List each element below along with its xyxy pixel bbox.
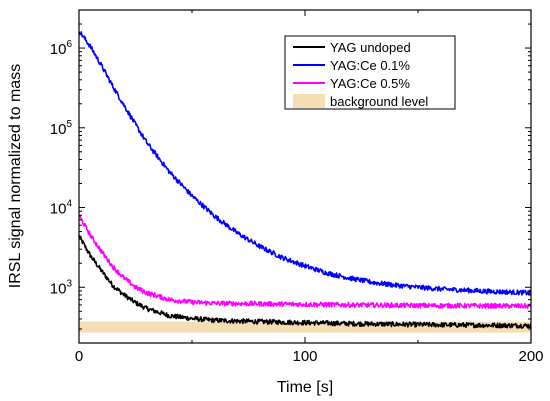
y-tick-label: 103 (50, 278, 73, 297)
legend-label-yag-undoped: YAG undoped (330, 40, 411, 55)
legend-swatch-background-level (293, 94, 325, 108)
legend: YAG undoped YAG:Ce 0.1% YAG:Ce 0.5% backgro… (284, 35, 456, 110)
y-tick-label: 104 (50, 199, 73, 218)
legend-label-background-level: background level (330, 94, 428, 109)
x-axis-title: Time [s] (277, 379, 333, 396)
y-tick-label: 105 (50, 119, 73, 138)
series-line-yag-ce-0-5 (78, 214, 532, 310)
x-tick-label: 200 (518, 348, 543, 365)
series-line-yag-undoped (78, 235, 532, 329)
legend-label-yag-ce-0-5: YAG:Ce 0.5% (330, 76, 410, 91)
background-level-band (79, 321, 531, 333)
ticks: 0 100 200 103 104 105 106 (50, 9, 544, 365)
y-tick-label: 106 (50, 39, 73, 58)
x-tick-label: 0 (75, 348, 83, 365)
background-band-layer (79, 321, 531, 333)
series-line-yag-ce-0-1 (78, 31, 532, 296)
y-axis-title: IRSL signal normalized to mass (7, 64, 24, 288)
legend-label-yag-ce-0-1: YAG:Ce 0.1% (330, 58, 410, 73)
series-layer (78, 31, 532, 329)
x-tick-label: 100 (292, 348, 317, 365)
